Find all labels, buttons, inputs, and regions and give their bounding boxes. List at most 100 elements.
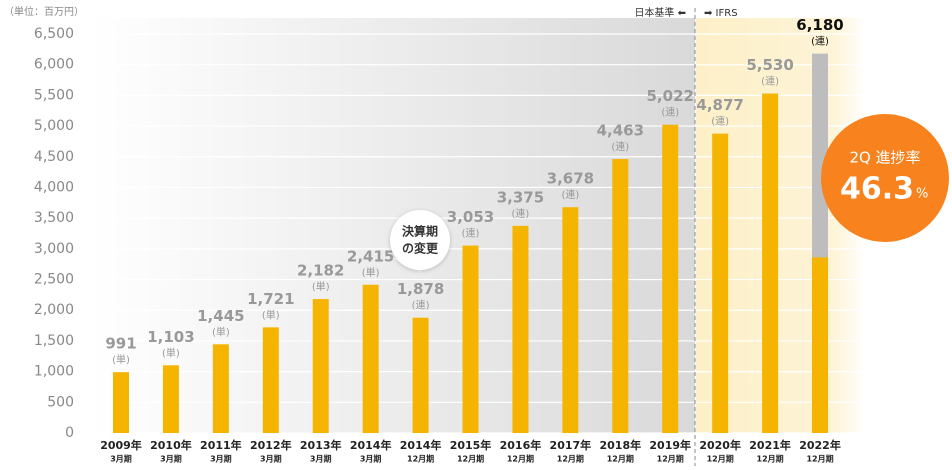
x-tick-label: 2016年 [500, 438, 542, 452]
y-tick-label: 1,500 [34, 333, 74, 349]
standard-right: ➡ IFRS [704, 8, 738, 19]
y-tick-label: 4,500 [34, 149, 74, 165]
x-tick-period: 3月期 [160, 454, 182, 464]
y-tick-label: 5,500 [34, 87, 74, 103]
x-tick-label: 2019年 [649, 438, 691, 452]
x-tick-label: 2009年 [100, 438, 142, 452]
bar [162, 365, 179, 433]
bar-note: (単) [112, 353, 130, 366]
bar [462, 245, 479, 433]
value-label: 3,375 [497, 188, 544, 206]
bar-note: (単) [212, 325, 230, 338]
bar [362, 284, 379, 433]
bar-note: (連) [561, 188, 579, 201]
x-tick-label: 2014年 [350, 438, 392, 452]
bar-note: (単) [162, 346, 180, 359]
bar-note: (連) [811, 35, 829, 48]
progress-bar [812, 257, 829, 433]
bar [412, 317, 429, 433]
unit-note: （単位：百万円） [4, 5, 84, 18]
value-label: 2,415 [347, 247, 394, 265]
y-tick-label: 1,000 [34, 364, 74, 380]
y-tick-label: 3,500 [34, 210, 74, 226]
x-tick-period: 3月期 [310, 454, 332, 464]
x-tick-period: 3月期 [110, 454, 132, 464]
bar-note: (連) [761, 75, 779, 88]
y-tick-label: 3,000 [34, 241, 74, 257]
y-tick-label: 2,500 [34, 272, 74, 288]
bar-note: (連) [462, 227, 480, 240]
value-label: 3,678 [547, 170, 594, 188]
x-tick-label: 2018年 [599, 438, 641, 452]
x-tick-label: 2021年 [749, 438, 791, 452]
bar-note: (単) [362, 266, 380, 279]
x-tick-label: 2013年 [300, 438, 342, 452]
bar-note: (連) [661, 106, 679, 119]
jgaap-background [90, 18, 695, 433]
x-tick-period: 12月期 [657, 454, 684, 464]
x-tick-period: 12月期 [806, 454, 833, 464]
value-label: 1,878 [397, 280, 444, 298]
value-label: 4,877 [696, 96, 743, 114]
callout: 決算期 の変更 [390, 210, 450, 272]
bar [762, 93, 779, 433]
bar [312, 299, 329, 433]
x-tick-period: 12月期 [607, 454, 634, 464]
progress-rate: 46.3 [840, 172, 914, 207]
x-tick-period: 3月期 [260, 454, 282, 464]
x-tick-period: 3月期 [360, 454, 382, 464]
bar [662, 124, 679, 433]
y-tick-label: 6,500 [34, 26, 74, 42]
y-tick-label: 0 [65, 425, 74, 441]
x-tick-label: 2012年 [250, 438, 292, 452]
bar [562, 207, 579, 433]
y-tick-label: 2,000 [34, 302, 74, 318]
x-tick-label: 2014年 [400, 438, 442, 452]
x-tick-period: 12月期 [457, 454, 484, 464]
bar-note: (連) [611, 140, 629, 153]
value-label: 1,103 [147, 328, 194, 346]
y-tick-label: 4,000 [34, 179, 74, 195]
x-tick-period: 12月期 [557, 454, 584, 464]
bar-note: (連) [711, 115, 729, 128]
x-tick-period: 12月期 [707, 454, 734, 464]
value-label: 991 [105, 335, 136, 353]
x-tick-period: 12月期 [407, 454, 434, 464]
value-label: 5,530 [746, 56, 793, 74]
x-tick-label: 2022年 [799, 438, 841, 452]
value-label: 1,445 [197, 307, 244, 325]
y-tick-label: 5,000 [34, 118, 74, 134]
y-tick-label: 6,000 [34, 57, 74, 73]
progress-unit: % [916, 187, 928, 202]
bar-note: (単) [262, 308, 280, 321]
x-tick-label: 2017年 [550, 438, 592, 452]
callout-line: 決算期 [402, 224, 438, 239]
x-tick-period: 3月期 [210, 454, 232, 464]
value-label: 4,463 [597, 122, 644, 140]
x-tick-period: 12月期 [507, 454, 534, 464]
callout-line: の変更 [402, 241, 439, 256]
value-label: 6,180 [796, 16, 843, 34]
value-label: 3,053 [447, 208, 494, 226]
value-label: 2,182 [297, 262, 344, 280]
x-tick-period: 12月期 [757, 454, 784, 464]
bar-note: (連) [512, 207, 530, 220]
y-tick-label: 500 [47, 394, 74, 410]
progress-badge: 2Q 進捗率 46.3 % [821, 114, 949, 242]
bar [262, 327, 279, 433]
bar [512, 225, 529, 433]
x-tick-label: 2015年 [450, 438, 492, 452]
bar [712, 133, 729, 433]
bar [113, 372, 129, 433]
value-label: 1,721 [247, 290, 294, 308]
bar [612, 159, 629, 433]
progress-label: 2Q 進捗率 [849, 149, 920, 167]
bar [212, 344, 229, 433]
bar-note: (連) [412, 299, 430, 312]
x-tick-label: 2010年 [150, 438, 192, 452]
x-tick-label: 2011年 [200, 438, 242, 452]
standard-left: 日本基準 ⬅ [634, 6, 686, 19]
value-label: 5,022 [647, 87, 694, 105]
bar-note: (単) [312, 280, 330, 293]
